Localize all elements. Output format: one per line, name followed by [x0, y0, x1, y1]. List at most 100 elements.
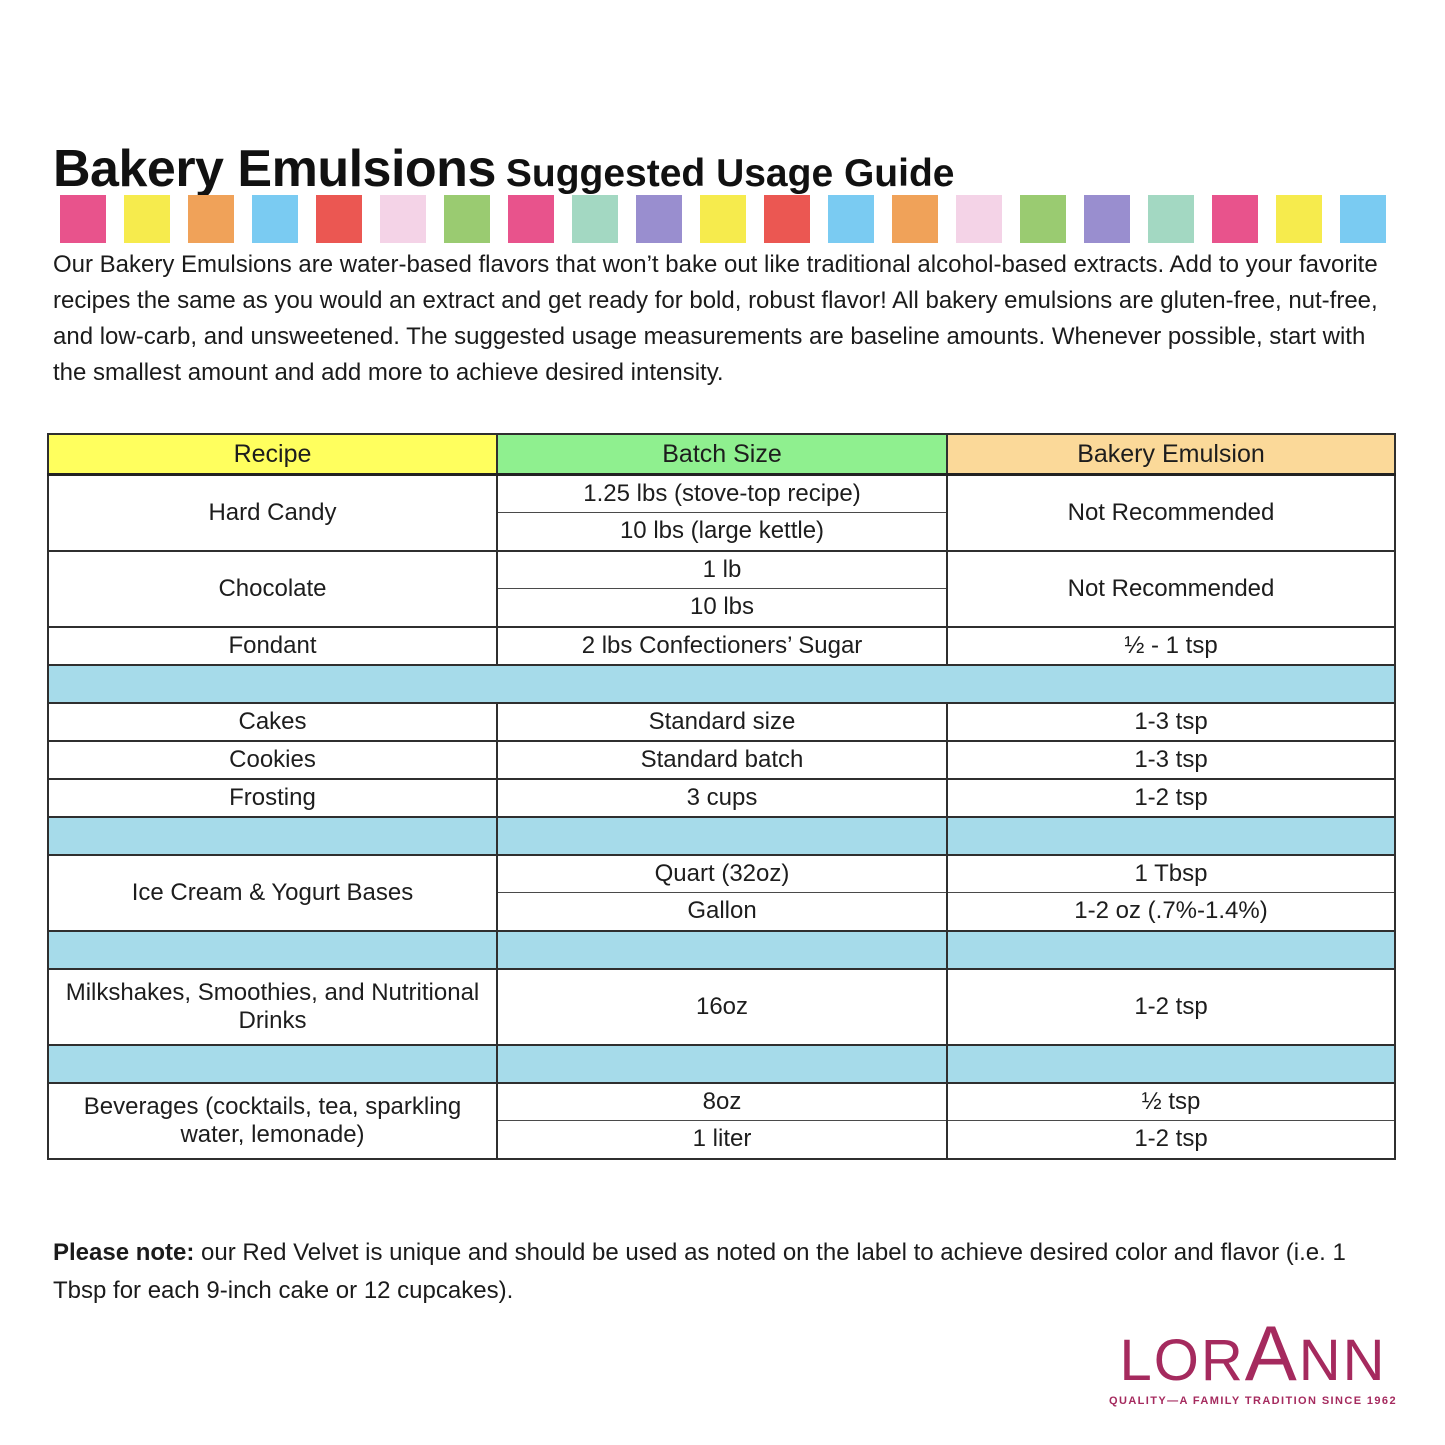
row-cakes: Cakes Standard size 1-3 tsp — [47, 701, 1396, 742]
row-ice-cream-1: Ice Cream & Yogurt Bases Quart (32oz) 1 … — [47, 853, 1396, 932]
spacer-cell — [47, 663, 1396, 704]
cell-batch-beverages-1: 8oz — [496, 1081, 948, 1121]
cell-emulsion-frosting: 1-2 tsp — [946, 777, 1396, 818]
lorann-logo: LOR A NN QUALITY—A FAMILY TRADITION SINCE … — [1108, 1314, 1398, 1407]
cell-batch-fondant: 2 lbs Confectioners’ Sugar — [496, 625, 948, 666]
footnote: Please note: our Red Velvet is unique an… — [53, 1234, 1398, 1310]
row-hard-candy-2: 10 lbs (large kettle) — [48, 512, 1395, 552]
palette-square — [252, 195, 298, 243]
palette-square — [380, 195, 426, 243]
cell-recipe-frosting: Frosting — [47, 777, 498, 818]
header-batch-size: Batch Size — [496, 433, 948, 476]
intro-paragraph: Our Bakery Emulsions are water-based fla… — [53, 251, 1378, 386]
cell-batch-cookies: Standard batch — [496, 739, 948, 780]
cell-emulsion-beverages-1: ½ tsp — [946, 1081, 1396, 1121]
color-palette-strip — [60, 195, 1386, 243]
cell-recipe-beverages: Beverages (cocktails, tea, sparkling wat… — [47, 1081, 498, 1160]
spacer-row — [47, 1043, 1396, 1084]
row-fondant: Fondant 2 lbs Confectioners’ Sugar ½ - 1… — [47, 625, 1396, 666]
usage-table: Recipe Batch Size Bakery Emulsion Hard C… — [47, 433, 1396, 1160]
footnote-bold-label: Please note: — [53, 1239, 195, 1266]
lorann-wordmark: LOR A NN — [1108, 1314, 1398, 1392]
cell-emulsion-chocolate: Not Recommended — [946, 549, 1396, 628]
cell-batch-milkshakes: 16oz — [496, 967, 948, 1046]
palette-square — [1020, 195, 1066, 243]
palette-square — [444, 195, 490, 243]
palette-square — [508, 195, 554, 243]
spacer-cell — [47, 929, 498, 970]
cell-recipe-cakes: Cakes — [47, 701, 498, 742]
palette-square — [764, 195, 810, 243]
cell-batch-hard-candy-2: 10 lbs (large kettle) — [496, 512, 948, 552]
palette-square — [1084, 195, 1130, 243]
spacer-cell — [496, 1043, 948, 1084]
palette-square — [1212, 195, 1258, 243]
cell-batch-ice-cream-1: Quart (32oz) — [496, 853, 948, 893]
palette-square — [828, 195, 874, 243]
spacer-cell — [946, 929, 1396, 970]
cell-emulsion-fondant: ½ - 1 tsp — [946, 625, 1396, 666]
cell-emulsion-ice-cream-1: 1 Tbsp — [946, 853, 1396, 893]
spacer-cell — [47, 1043, 498, 1084]
title-main: Bakery Emulsions — [53, 140, 496, 199]
cell-batch-hard-candy-1: 1.25 lbs (stove-top recipe) — [496, 473, 948, 513]
palette-square — [636, 195, 682, 243]
palette-square — [572, 195, 618, 243]
row-beverages-2: 1 liter 1-2 tsp — [48, 1120, 1396, 1160]
palette-square — [60, 195, 106, 243]
palette-square — [188, 195, 234, 243]
logo-tagline: QUALITY—A FAMILY TRADITION SINCE 1962 — [1109, 1395, 1397, 1407]
row-frosting: Frosting 3 cups 1-2 tsp — [47, 777, 1396, 818]
logo-word-end: NN — [1298, 1328, 1387, 1393]
cell-emulsion-milkshakes: 1-2 tsp — [946, 967, 1396, 1046]
cell-batch-beverages-2: 1 liter — [496, 1120, 948, 1160]
footnote-text: our Red Velvet is unique and should be u… — [53, 1239, 1346, 1304]
palette-square — [1340, 195, 1386, 243]
cell-batch-frosting: 3 cups — [496, 777, 948, 818]
palette-square — [700, 195, 746, 243]
spacer-row — [47, 929, 1396, 970]
palette-square — [892, 195, 938, 243]
cell-recipe-milkshakes: Milkshakes, Smoothies, and Nutritional D… — [47, 967, 498, 1046]
cell-batch-chocolate-1: 1 lb — [496, 549, 948, 589]
logo-word-big-a: A — [1244, 1309, 1299, 1397]
spacer-cell — [47, 815, 498, 856]
row-milkshakes: Milkshakes, Smoothies, and Nutritional D… — [47, 967, 1396, 1046]
row-chocolate-2: 10 lbs — [48, 588, 1395, 628]
cell-emulsion-cookies: 1-3 tsp — [946, 739, 1396, 780]
row-hard-candy-1: Hard Candy 1.25 lbs (stove-top recipe) N… — [47, 473, 1396, 552]
row-cookies: Cookies Standard batch 1-3 tsp — [47, 739, 1396, 780]
cell-emulsion-cakes: 1-3 tsp — [946, 701, 1396, 742]
cell-recipe-chocolate: Chocolate — [47, 549, 498, 628]
cell-recipe-ice-cream: Ice Cream & Yogurt Bases — [47, 853, 498, 932]
page-title: Bakery Emulsions Suggested Usage Guide — [53, 139, 954, 199]
row-chocolate-1: Chocolate 1 lb Not Recommended — [47, 549, 1396, 628]
palette-square — [316, 195, 362, 243]
spacer-cell — [496, 815, 948, 856]
cell-emulsion-beverages-2: 1-2 tsp — [946, 1120, 1396, 1160]
title-sub: Suggested Usage Guide — [505, 152, 955, 196]
cell-recipe-fondant: Fondant — [47, 625, 498, 666]
cell-recipe-hard-candy: Hard Candy — [47, 473, 498, 552]
cell-recipe-cookies: Cookies — [47, 739, 498, 780]
spacer-row-merged — [47, 663, 1396, 704]
cell-batch-chocolate-2: 10 lbs — [496, 588, 948, 628]
cell-batch-cakes: Standard size — [496, 701, 948, 742]
table-header-row: Recipe Batch Size Bakery Emulsion — [47, 433, 1396, 476]
palette-square — [124, 195, 170, 243]
spacer-cell — [946, 1043, 1396, 1084]
palette-square — [1276, 195, 1322, 243]
header-recipe: Recipe — [47, 433, 498, 476]
logo-word-start: LOR — [1119, 1328, 1245, 1393]
spacer-cell — [496, 929, 948, 970]
cell-emulsion-hard-candy: Not Recommended — [946, 473, 1396, 552]
palette-square — [1148, 195, 1194, 243]
cell-emulsion-ice-cream-2: 1-2 oz (.7%-1.4%) — [946, 892, 1396, 932]
row-ice-cream-2: Gallon 1-2 oz (.7%-1.4%) — [48, 892, 1396, 932]
spacer-cell — [946, 815, 1396, 856]
row-beverages-1: Beverages (cocktails, tea, sparkling wat… — [47, 1081, 1396, 1160]
cell-batch-ice-cream-2: Gallon — [496, 892, 948, 932]
palette-square — [956, 195, 1002, 243]
header-bakery-emulsion: Bakery Emulsion — [946, 433, 1396, 476]
